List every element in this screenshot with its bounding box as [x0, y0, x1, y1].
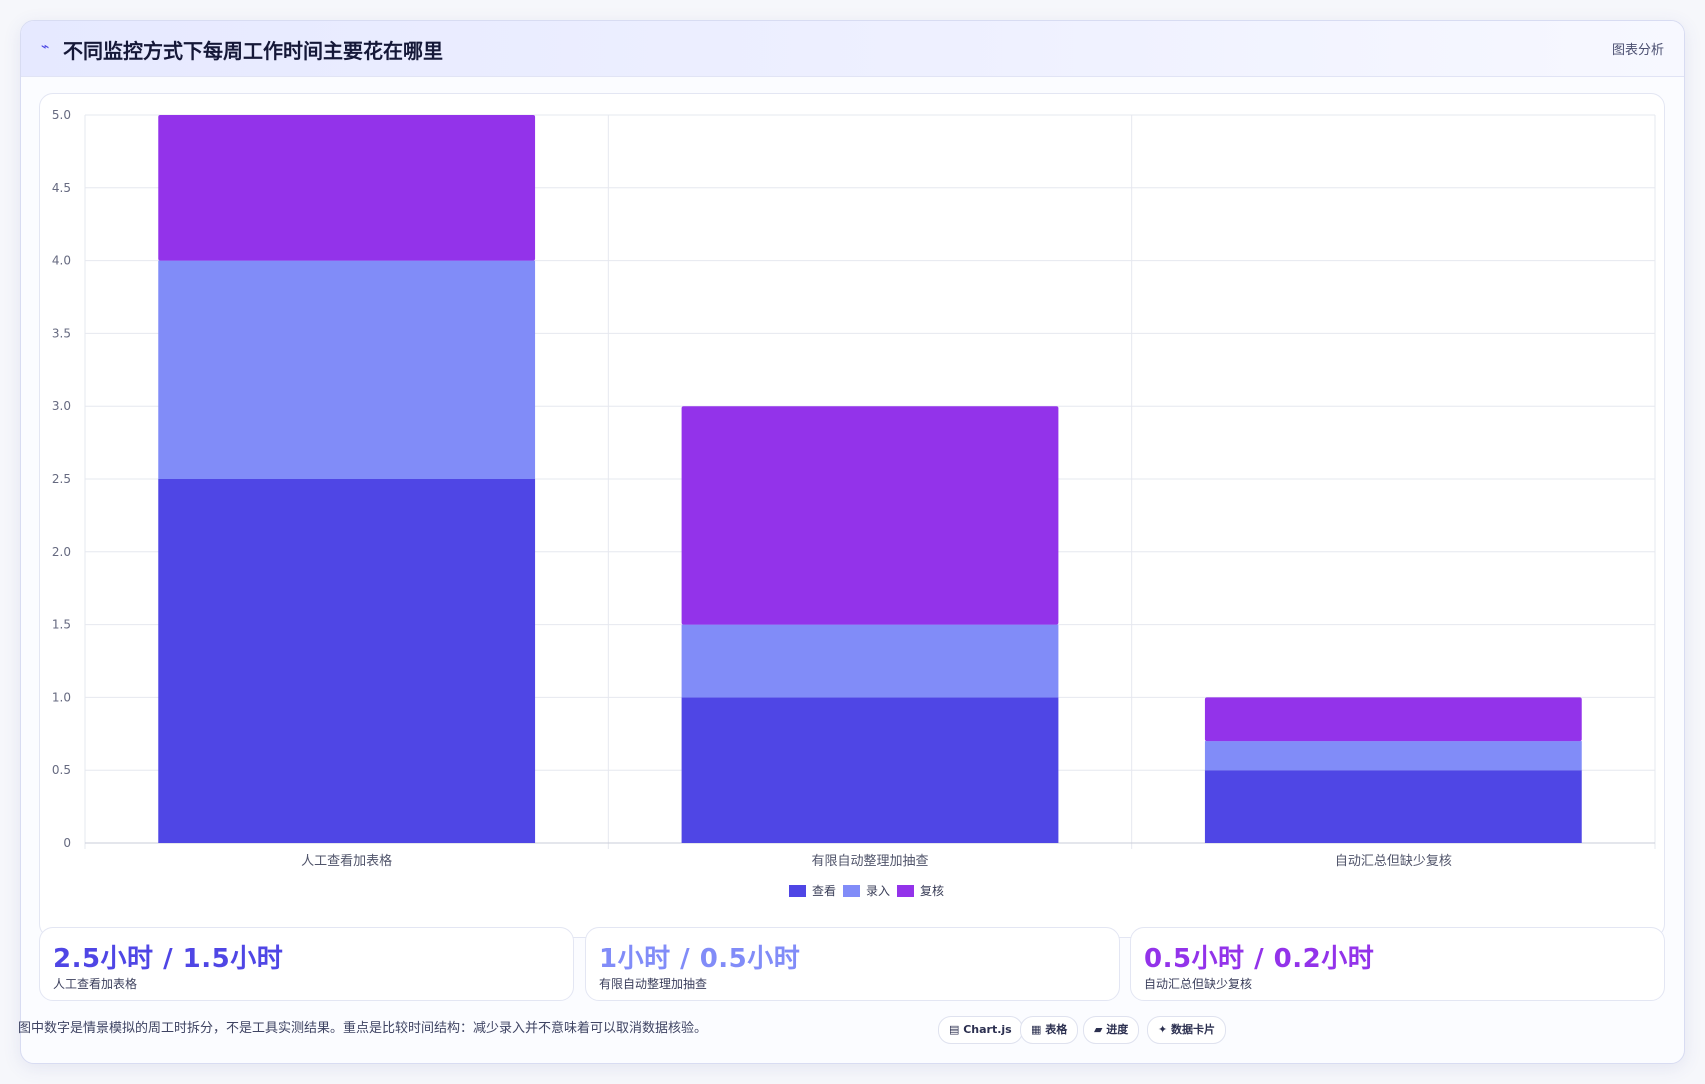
stat-value: 0.5小时 / 0.2小时 — [1144, 944, 1375, 974]
y-tick-label: 2.0 — [52, 545, 71, 559]
legend-label: 录入 — [866, 884, 890, 898]
stat-value: 1小时 / 0.5小时 — [599, 944, 801, 974]
bar-segment — [681, 624, 1059, 698]
stacked-bar-chart: 0 0.5 1.0 1.5 2.0 2.5 3.0 3.5 4.0 4.5 5.0 人工查看加表格 有限… — [52, 108, 1656, 898]
bar-segment — [158, 260, 536, 479]
legend-swatch — [897, 885, 914, 897]
chart-title: 不同监控方式下每周工作时间主要花在哪里 — [63, 39, 443, 63]
bar-segment — [1204, 697, 1582, 742]
chart-area: 0 0.5 1.0 1.5 2.0 2.5 3.0 3.5 4.0 4.5 5.0 人工查看加表格 有限… — [39, 93, 1665, 938]
chip-table[interactable]: ▦ 表格 — [1020, 1016, 1079, 1044]
x-tick-label: 有限自动整理加抽查 — [811, 854, 928, 869]
y-tick-label: 1.5 — [52, 618, 71, 632]
y-tick-label: 4.5 — [52, 181, 71, 195]
chip-progress[interactable]: ▰ 进度 — [1083, 1016, 1140, 1044]
chip-chartjs[interactable]: ▤ Chart.js — [938, 1016, 1023, 1044]
stat-label: 有限自动整理加抽查 — [599, 977, 708, 991]
bar-segment — [1204, 741, 1582, 771]
y-tick-label: 0.5 — [52, 763, 71, 777]
y-tick-label: 1.0 — [52, 690, 71, 704]
y-tick-label: 4.0 — [52, 254, 71, 268]
bar-segment — [1204, 770, 1582, 843]
y-tick-label: 0 — [63, 836, 71, 850]
legend-swatch — [843, 885, 860, 897]
x-tick-label: 人工查看加表格 — [301, 853, 392, 869]
bar-segment — [681, 406, 1059, 625]
legend-label: 复核 — [920, 884, 944, 898]
chip-data-card[interactable]: ✦ 数据卡片 — [1147, 1016, 1227, 1044]
bar-segment — [158, 479, 536, 843]
y-tick-label: 5.0 — [52, 108, 71, 122]
legend-label: 查看 — [812, 884, 836, 898]
legend-swatch — [789, 885, 806, 897]
stat-label: 人工查看加表格 — [53, 977, 138, 991]
stat-value: 2.5小时 / 1.5小时 — [53, 944, 284, 974]
footnote: 图中数字是情景模拟的周工时拆分，不是工具实测结果。重点是比较时间结构：减少录入并… — [18, 1021, 708, 1036]
chart-line-icon: ⌁ — [41, 39, 50, 55]
y-tick-label: 3.0 — [52, 399, 71, 413]
stat-card-partial-auto: 1小时 / 0.5小时 有限自动整理加抽查 — [585, 927, 1120, 1001]
bar-segment — [158, 115, 536, 261]
y-tick-label: 2.5 — [52, 472, 71, 486]
y-tick-label: 3.5 — [52, 326, 71, 340]
stat-card-auto-summary: 0.5小时 / 0.2小时 自动汇总但缺少复核 — [1130, 927, 1665, 1001]
chart-type-tag: 图表分析 — [1611, 43, 1664, 58]
stat-label: 自动汇总但缺少复核 — [1144, 977, 1253, 991]
bar-segment — [681, 697, 1059, 843]
stat-card-manual: 2.5小时 / 1.5小时 人工查看加表格 — [39, 927, 574, 1001]
x-tick-label: 自动汇总但缺少复核 — [1335, 854, 1452, 869]
card-header: ⌁ 不同监控方式下每周工作时间主要花在哪里 图表分析 — [21, 21, 1684, 77]
